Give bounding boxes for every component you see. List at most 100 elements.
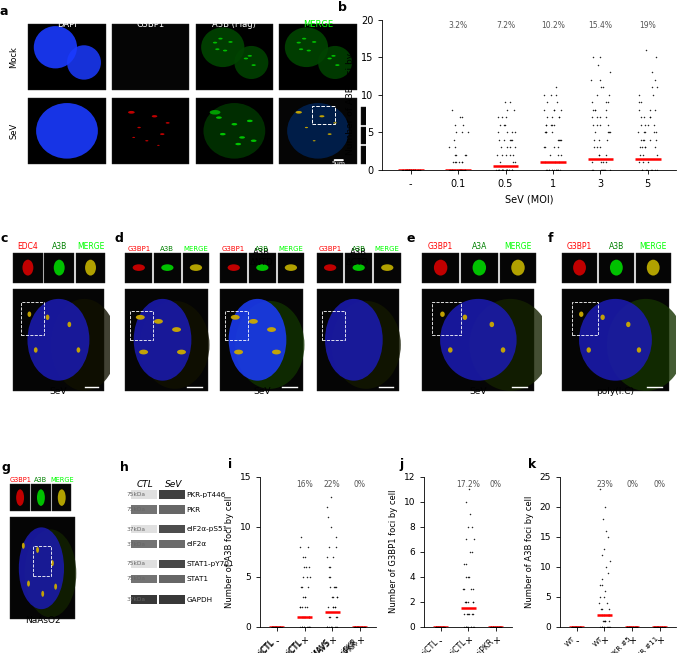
Point (633, 127, 644, 138)
Text: h: h (120, 460, 128, 473)
Bar (154, 253, 181, 283)
Point (567, 622, 578, 632)
Bar (29, 98, 106, 164)
Point (270, 622, 281, 632)
Point (596, 622, 607, 632)
Ellipse shape (27, 311, 31, 317)
Point (273, 622, 284, 632)
Point (296, 582, 307, 592)
Point (549, 142, 560, 153)
Point (332, 622, 343, 632)
Point (566, 622, 577, 632)
Text: MERGE: MERGE (279, 246, 303, 252)
Point (546, 165, 557, 175)
Point (553, 150, 563, 160)
Text: MERGE: MERGE (504, 242, 531, 251)
Point (598, 165, 609, 175)
Point (628, 622, 639, 632)
Text: G3BP1: G3BP1 (428, 242, 454, 251)
Point (408, 165, 419, 175)
Point (652, 622, 663, 632)
Ellipse shape (231, 315, 240, 320)
Point (655, 622, 666, 632)
Y-axis label: Number of A3B foci by cell: Number of A3B foci by cell (346, 35, 355, 155)
Point (501, 165, 512, 175)
Point (604, 610, 615, 620)
Ellipse shape (239, 136, 245, 138)
Ellipse shape (215, 48, 219, 50)
Point (488, 622, 499, 632)
Point (487, 622, 498, 632)
Point (446, 104, 457, 115)
Bar (126, 289, 208, 391)
Ellipse shape (33, 26, 77, 69)
Bar (225, 311, 249, 340)
Point (438, 622, 449, 632)
Ellipse shape (41, 591, 44, 597)
Point (266, 622, 277, 632)
Point (627, 622, 638, 632)
Point (459, 150, 470, 160)
Point (462, 622, 473, 632)
Point (594, 119, 605, 130)
Point (649, 622, 660, 632)
Point (642, 157, 653, 168)
Point (572, 622, 583, 632)
Point (460, 597, 471, 607)
Point (413, 165, 423, 175)
Point (450, 142, 461, 153)
Point (465, 547, 476, 557)
Point (468, 609, 479, 620)
Text: G3BP1: G3BP1 (389, 106, 394, 126)
Point (652, 622, 663, 632)
Point (555, 150, 566, 160)
Point (359, 622, 370, 632)
Point (299, 592, 310, 602)
Point (632, 622, 643, 632)
Text: A3B: A3B (52, 242, 67, 251)
Point (461, 571, 472, 582)
Point (492, 112, 503, 123)
Point (405, 165, 416, 175)
Text: MERGE: MERGE (639, 242, 667, 251)
Point (507, 165, 518, 175)
Point (295, 541, 306, 552)
Point (490, 622, 501, 632)
Point (434, 622, 445, 632)
Ellipse shape (23, 260, 33, 276)
Ellipse shape (512, 260, 525, 276)
Point (621, 622, 632, 632)
Ellipse shape (216, 116, 222, 119)
Ellipse shape (247, 119, 253, 122)
Point (410, 165, 421, 175)
Bar (21, 302, 44, 334)
Point (354, 622, 365, 632)
Bar (76, 253, 105, 283)
Bar (572, 302, 598, 334)
Text: A3B
ΔNTD: A3B ΔNTD (250, 248, 273, 268)
Point (454, 165, 465, 175)
Point (546, 165, 557, 175)
Ellipse shape (54, 260, 65, 276)
Point (650, 135, 661, 145)
Point (268, 622, 279, 632)
Point (404, 165, 415, 175)
Point (594, 135, 604, 145)
Point (505, 97, 516, 108)
Point (604, 89, 615, 100)
Point (463, 484, 474, 494)
Point (437, 622, 448, 632)
Point (628, 622, 639, 632)
Ellipse shape (573, 260, 586, 276)
Point (540, 127, 551, 138)
Point (454, 157, 464, 168)
Point (497, 165, 507, 175)
Point (656, 622, 667, 632)
Point (654, 622, 665, 632)
Bar (279, 24, 357, 90)
Point (331, 612, 342, 622)
Text: MERGE: MERGE (76, 242, 104, 251)
Point (300, 552, 311, 562)
Point (326, 491, 337, 502)
Point (321, 622, 332, 632)
